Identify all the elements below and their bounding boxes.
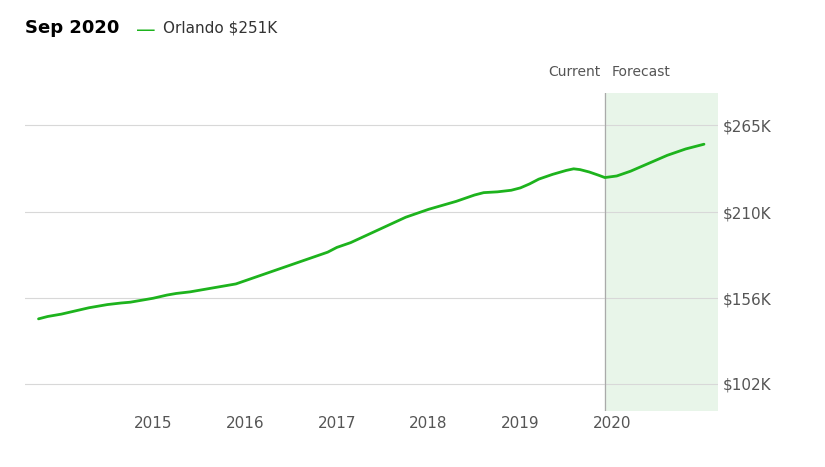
Text: Forecast: Forecast: [611, 65, 671, 79]
Text: Orlando $251K: Orlando $251K: [163, 21, 276, 35]
Text: Sep 2020: Sep 2020: [25, 19, 119, 37]
Text: Current: Current: [549, 65, 601, 79]
Bar: [605, 93, 718, 411]
Text: —: —: [136, 21, 156, 40]
